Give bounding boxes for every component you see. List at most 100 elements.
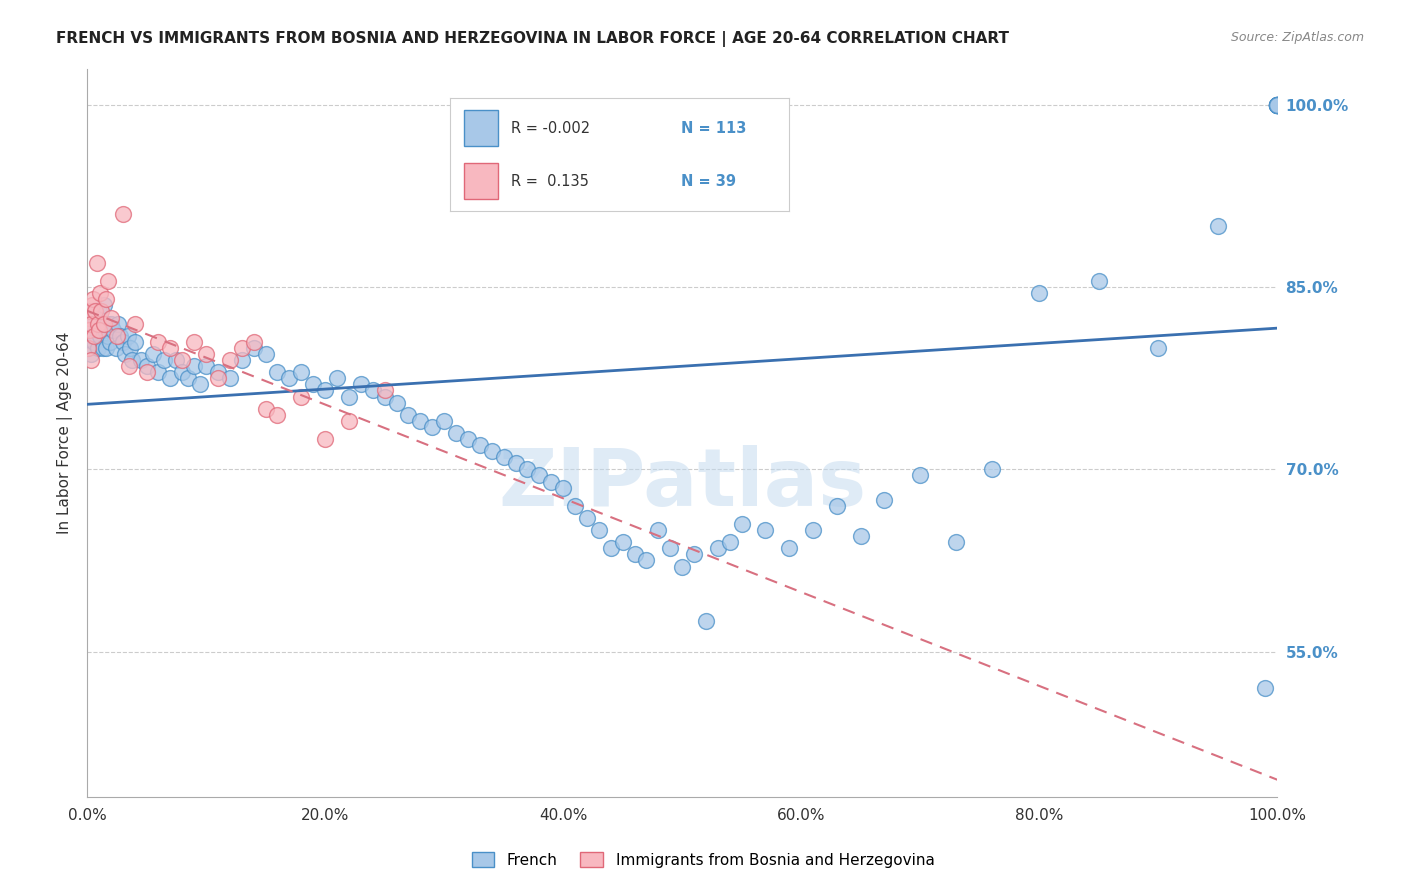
Point (129, 353, 152, 368)
Y-axis label: In Labor Force | Age 20-64: In Labor Force | Age 20-64 (58, 332, 73, 534)
Point (1206, 219, 1229, 234)
Point (79, 353, 101, 368)
Point (385, 395, 408, 409)
Point (93, 298, 115, 312)
Point (148, 334, 170, 349)
Point (314, 384, 336, 398)
Point (104, 341, 127, 355)
Point (77, 341, 100, 355)
Point (350, 377, 373, 392)
Point (420, 420, 443, 434)
Text: FRENCH VS IMMIGRANTS FROM BOSNIA AND HERZEGOVINA IN LABOR FORCE | AGE 20-64 CORR: FRENCH VS IMMIGRANTS FROM BOSNIA AND HER… (56, 31, 1010, 47)
Point (980, 462, 1002, 476)
Point (79, 323, 101, 337)
Point (94, 323, 117, 337)
Point (83, 328, 105, 343)
Point (141, 347, 163, 361)
Point (159, 341, 181, 355)
Point (111, 207, 134, 221)
Point (105, 328, 128, 343)
Point (754, 523, 776, 537)
Point (83, 334, 105, 349)
Point (266, 408, 288, 422)
Point (177, 371, 200, 385)
Point (529, 468, 551, 483)
Point (219, 353, 242, 368)
Legend: French, Immigrants from Bosnia and Herzegovina: French, Immigrants from Bosnia and Herze… (464, 844, 942, 875)
Point (87, 323, 110, 337)
Point (1028, 286, 1050, 301)
Point (242, 334, 264, 349)
Point (117, 328, 139, 343)
Point (945, 535, 967, 549)
Point (588, 523, 610, 537)
Point (314, 432, 336, 446)
Point (172, 365, 194, 379)
Point (695, 614, 717, 628)
Point (94, 293, 117, 307)
Point (1265, 98, 1288, 112)
Point (1265, 98, 1288, 112)
Point (516, 462, 538, 476)
Point (623, 548, 645, 562)
Point (77, 310, 100, 325)
Point (302, 377, 325, 392)
Point (79, 317, 101, 331)
Point (207, 371, 229, 385)
Point (183, 334, 205, 349)
Point (118, 359, 141, 373)
Point (107, 317, 129, 331)
Point (159, 371, 181, 385)
Point (82, 293, 104, 307)
Point (97, 328, 120, 343)
Point (188, 377, 211, 392)
Point (79, 347, 101, 361)
Point (124, 317, 146, 331)
Point (254, 347, 277, 361)
Point (114, 347, 136, 361)
Point (1265, 98, 1288, 112)
Point (683, 548, 706, 562)
Point (124, 334, 146, 349)
Point (111, 334, 134, 349)
Point (553, 481, 575, 495)
Point (121, 353, 143, 368)
Point (100, 317, 122, 331)
Point (84, 310, 107, 325)
Point (89, 328, 111, 343)
Point (103, 323, 125, 337)
Point (165, 353, 187, 368)
Point (254, 401, 277, 416)
Point (153, 353, 176, 368)
Point (671, 559, 693, 574)
Point (849, 529, 872, 543)
Point (468, 438, 491, 452)
Point (1254, 681, 1277, 695)
Point (801, 523, 824, 537)
Point (778, 541, 800, 556)
Point (79, 304, 101, 318)
Point (98, 334, 121, 349)
Point (100, 310, 122, 325)
Point (825, 499, 848, 513)
Point (337, 414, 360, 428)
Text: ZIPatlas: ZIPatlas (498, 445, 866, 523)
Point (183, 359, 205, 373)
Point (1265, 98, 1288, 112)
Point (326, 371, 349, 385)
Point (87, 304, 110, 318)
Point (505, 456, 527, 470)
Point (564, 499, 586, 513)
Point (219, 371, 242, 385)
Point (242, 341, 264, 355)
Point (481, 444, 503, 458)
Point (1265, 98, 1288, 112)
Point (374, 390, 396, 404)
Point (87, 317, 110, 331)
Text: Source: ZipAtlas.com: Source: ZipAtlas.com (1230, 31, 1364, 45)
Point (90, 304, 112, 318)
Point (1147, 341, 1170, 355)
Point (91, 341, 114, 355)
Point (730, 517, 752, 532)
Point (77, 341, 100, 355)
